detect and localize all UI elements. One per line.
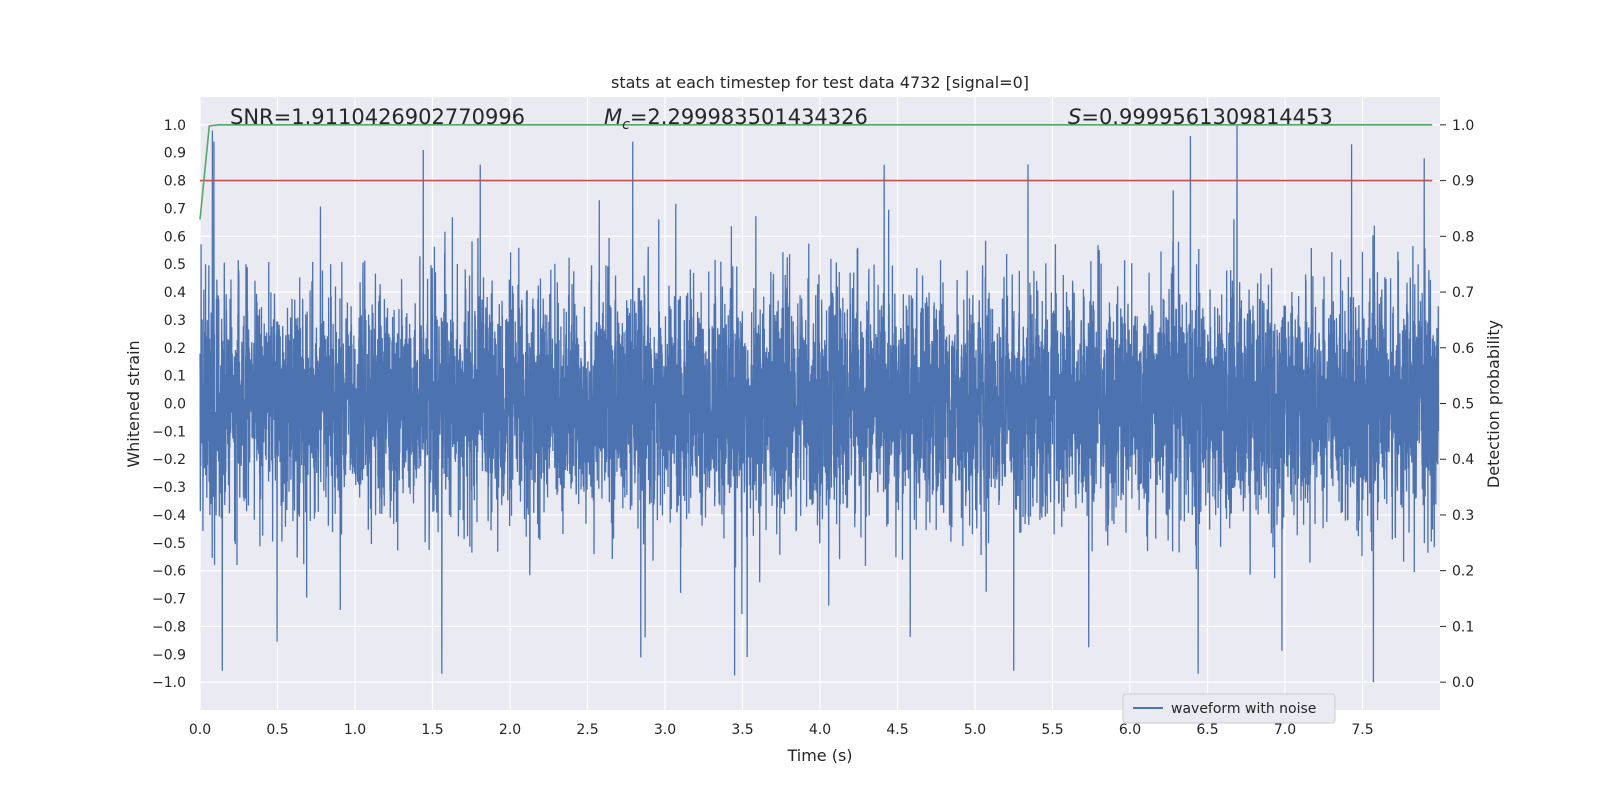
x-axis-label: Time (s) [786, 746, 852, 765]
chirp-mass-annotation: Mc=2.299983501434326 [604, 105, 868, 133]
x-tick-label: 3.5 [731, 722, 753, 738]
y2-tick-label: 0.5 [1452, 397, 1474, 413]
legend: waveform with noise [1122, 693, 1336, 724]
y-tick-label: 0.6 [164, 229, 186, 245]
y-tick-label: 0.2 [164, 341, 186, 357]
legend-box [1122, 693, 1336, 724]
x-tick-label: 5.5 [1041, 722, 1063, 738]
mc-subscript: c [622, 117, 630, 133]
s-annotation: S=0.9999561309814453 [1068, 105, 1333, 129]
y2-tick-label: 0.8 [1452, 229, 1474, 245]
y-tick-label: 0.0 [164, 397, 186, 413]
y-tick-label: −0.6 [152, 564, 186, 580]
y2-tick-label: 0.0 [1452, 675, 1474, 691]
y-tick-label: 0.5 [164, 257, 186, 273]
x-tick-label: 6.5 [1196, 722, 1218, 738]
legend-label: waveform with noise [1171, 701, 1316, 717]
x-tick-label: 7.0 [1274, 722, 1296, 738]
left-axis-ticks: 1.0 0.9 0.8 0.7 0.6 0.5 0.4 0.3 0.2 0.1 0.0 −0.1 −0.… [152, 118, 186, 691]
y-tick-label: 1.0 [164, 118, 186, 134]
y2-tick-label: 0.9 [1452, 174, 1474, 190]
mc-symbol: M [604, 105, 622, 129]
overlay-series [199, 124, 1433, 220]
y-tick-label: 0.3 [164, 313, 186, 329]
waveform-line [199, 124, 1440, 683]
chart-title: stats at each timestep for test data 473… [611, 73, 1029, 92]
y2-tick-label: 0.6 [1452, 341, 1474, 357]
y2-tick-label: 1.0 [1452, 118, 1474, 134]
y-tick-label: 0.1 [164, 369, 186, 385]
x-tick-label: 4.0 [809, 722, 831, 738]
y2-tick-label: 0.7 [1452, 285, 1474, 301]
s-symbol: S [1068, 105, 1081, 129]
x-tick-label: 7.5 [1351, 722, 1373, 738]
s-value: =0.9999561309814453 [1081, 105, 1332, 129]
y-tick-label: 0.9 [164, 146, 186, 162]
y-tick-label: −0.8 [152, 619, 186, 635]
x-tick-label: 1.0 [344, 722, 366, 738]
x-tick-label: 0.5 [266, 722, 288, 738]
x-tick-label: 4.5 [886, 722, 908, 738]
y2-tick-label: 0.3 [1452, 508, 1474, 524]
y-tick-label: −0.5 [152, 536, 186, 552]
detection-probability-line [199, 124, 1433, 220]
snr-annotation: SNR=1.9110426902770996 [230, 105, 525, 129]
x-tick-label: 5.0 [964, 722, 986, 738]
x-axis-ticks: 0.0 0.5 1.0 1.5 2.0 2.5 3.0 3.5 4.0 4.5 5.0 5.5 6.0 6… [189, 722, 1374, 738]
y-tick-label: 0.7 [164, 201, 186, 217]
y-tick-label: −0.7 [152, 592, 186, 608]
y-tick-label: 0.8 [164, 174, 186, 190]
x-tick-label: 1.5 [421, 722, 443, 738]
y-tick-label: −0.1 [152, 424, 186, 440]
y2-tick-label: 0.4 [1452, 452, 1474, 468]
y2-tick-label: 0.1 [1452, 619, 1474, 635]
y2-axis-label: Detection probability [1484, 320, 1503, 488]
right-axis-ticks: 1.0 0.9 0.8 0.7 0.6 0.5 0.4 0.3 0.2 0.1 0.0 [1440, 118, 1474, 691]
y-axis-label: Whitened strain [124, 340, 143, 467]
x-tick-label: 2.0 [499, 722, 521, 738]
x-tick-label: 2.5 [576, 722, 598, 738]
y-tick-label: −0.3 [152, 480, 186, 496]
y-tick-label: −0.2 [152, 452, 186, 468]
y2-tick-label: 0.2 [1452, 564, 1474, 580]
mc-value: =2.299983501434326 [630, 105, 868, 129]
y-tick-label: −0.4 [152, 508, 186, 524]
y-tick-label: 0.4 [164, 285, 186, 301]
x-tick-label: 3.0 [654, 722, 676, 738]
y-tick-label: −0.9 [152, 647, 186, 663]
y-tick-label: −1.0 [152, 675, 186, 691]
x-tick-label: 0.0 [189, 722, 211, 738]
x-tick-label: 6.0 [1119, 722, 1141, 738]
waveform-series [199, 124, 1440, 683]
